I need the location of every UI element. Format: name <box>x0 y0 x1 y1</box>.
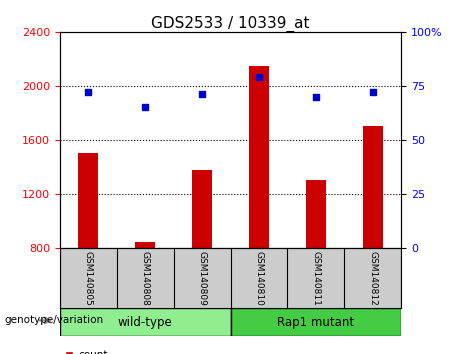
Text: GSM140805: GSM140805 <box>84 251 93 306</box>
Point <box>312 94 319 99</box>
Text: genotype/variation: genotype/variation <box>5 315 104 325</box>
Point <box>142 104 149 110</box>
Text: GSM140809: GSM140809 <box>198 251 207 306</box>
Legend: count, percentile rank within the sample: count, percentile rank within the sample <box>65 350 254 354</box>
Text: GSM140812: GSM140812 <box>368 251 377 306</box>
Text: GSM140808: GSM140808 <box>141 251 150 306</box>
Bar <box>230 308 401 336</box>
Bar <box>306 180 326 248</box>
Point <box>198 92 206 97</box>
Text: GSM140811: GSM140811 <box>311 251 320 306</box>
Text: GSM140810: GSM140810 <box>254 251 263 306</box>
Title: GDS2533 / 10339_at: GDS2533 / 10339_at <box>151 16 310 32</box>
Bar <box>60 308 230 336</box>
Text: wild-type: wild-type <box>118 316 172 329</box>
Bar <box>192 170 212 248</box>
Point <box>85 90 92 95</box>
Bar <box>135 242 155 248</box>
Point <box>369 90 376 95</box>
Bar <box>78 153 98 248</box>
Text: Rap1 mutant: Rap1 mutant <box>277 316 355 329</box>
Bar <box>363 126 383 248</box>
Point <box>255 74 263 80</box>
Bar <box>249 65 269 248</box>
